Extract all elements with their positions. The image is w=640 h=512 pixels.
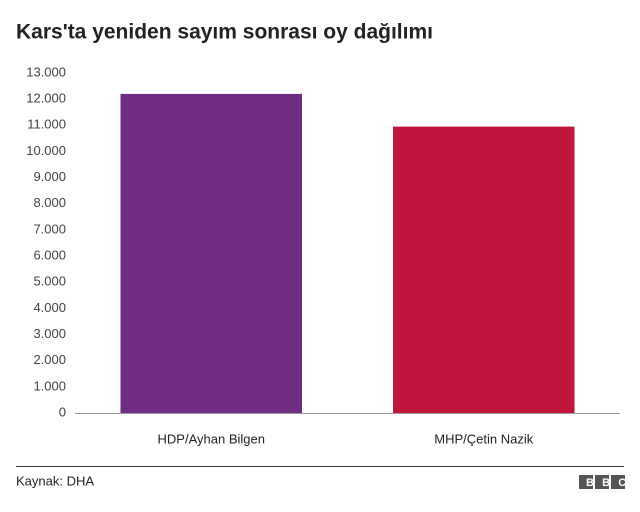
- bar: [393, 126, 575, 413]
- y-tick-label: 7.000: [33, 221, 66, 236]
- x-tick-label: HDP/Ayhan Bilgen: [158, 431, 265, 446]
- y-tick-label: 6.000: [33, 248, 66, 263]
- y-tick-label: 9.000: [33, 169, 66, 184]
- y-tick-label: 13.000: [26, 64, 66, 79]
- source: Kaynak: DHA: [16, 473, 94, 488]
- y-tick-label: 5.000: [33, 274, 66, 289]
- x-tick-label: MHP/Çetin Nazik: [434, 431, 533, 446]
- y-tick-label: 11.000: [27, 117, 66, 132]
- y-tick-label: 12.000: [26, 91, 66, 106]
- y-tick-label: 3.000: [33, 326, 66, 341]
- y-tick-label: 0: [59, 404, 66, 419]
- y-tick-label: 8.000: [33, 195, 66, 210]
- logo-text: BBC: [586, 477, 634, 489]
- chart-title: Kars'ta yeniden sayım sonrası oy dağılım…: [16, 21, 433, 44]
- bar: [120, 93, 302, 413]
- y-tick-label: 10.000: [26, 143, 66, 158]
- y-tick-label: 1.000: [33, 378, 66, 393]
- bbc-logo: BBC: [579, 475, 634, 489]
- y-tick-label: 2.000: [33, 352, 66, 367]
- y-tick-label: 4.000: [33, 300, 66, 315]
